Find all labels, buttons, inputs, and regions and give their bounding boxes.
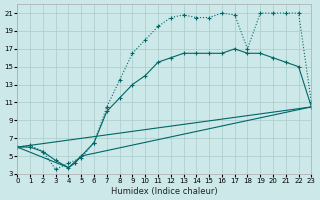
X-axis label: Humidex (Indice chaleur): Humidex (Indice chaleur) <box>111 187 218 196</box>
